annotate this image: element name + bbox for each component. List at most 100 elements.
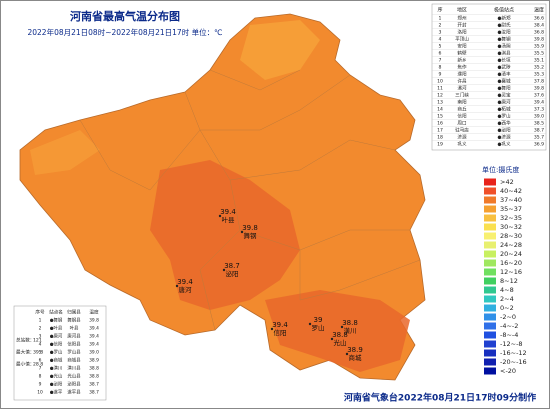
table-header: 序 bbox=[437, 7, 442, 14]
station-dot bbox=[270, 327, 274, 331]
legend-label: <-20 bbox=[500, 367, 516, 375]
table-cell: 36.6 bbox=[534, 16, 544, 22]
table-cell: 35.7 bbox=[534, 135, 544, 141]
legend-swatch bbox=[484, 259, 496, 267]
table-cell: 16 bbox=[437, 121, 443, 127]
station-dot bbox=[308, 322, 312, 326]
stat-label: 总站数： bbox=[16, 337, 34, 344]
station-value: 38.9 bbox=[347, 346, 363, 354]
table-cell: ●新郑 bbox=[497, 15, 511, 22]
stat-value: 39.8 bbox=[33, 350, 43, 356]
legend-swatch bbox=[484, 295, 496, 303]
summary-cell: 舞钢县 bbox=[67, 317, 81, 324]
table-cell: 洛阳 bbox=[457, 29, 467, 36]
legend-label: 2~4 bbox=[500, 295, 514, 303]
table-cell: ●襄城 bbox=[497, 78, 511, 85]
summary-cell: ●唐河 bbox=[50, 333, 63, 340]
table-cell: ●汝阳 bbox=[497, 29, 511, 36]
table-cell: ●舞阳 bbox=[497, 85, 511, 92]
table-cell: ●柘城 bbox=[497, 106, 511, 113]
legend-label: 20~24 bbox=[500, 250, 522, 258]
table-cell: 濮阳 bbox=[457, 71, 467, 78]
legend-label: -16~-12 bbox=[500, 349, 527, 357]
table-cell: 17 bbox=[437, 128, 443, 134]
summary-cell: 38.8 bbox=[89, 366, 99, 372]
legend-label: -12~-8 bbox=[500, 340, 523, 348]
summary-cell: 罗山县 bbox=[67, 349, 81, 356]
legend-swatch bbox=[484, 313, 496, 321]
legend-swatch bbox=[484, 349, 496, 357]
station-name: 舞钢 bbox=[244, 231, 258, 240]
station-name: 泌阳 bbox=[226, 269, 239, 278]
table-cell: 5 bbox=[439, 44, 442, 50]
table-header: 地区 bbox=[457, 7, 467, 14]
legend-swatch bbox=[484, 322, 496, 330]
table-cell: 35.2 bbox=[534, 65, 544, 71]
table-cell: 15 bbox=[437, 114, 443, 120]
summary-cell: ●信阳 bbox=[50, 341, 63, 348]
boundaries bbox=[79, 69, 421, 331]
table-cell: 1 bbox=[439, 16, 442, 22]
table-cell: 38.7 bbox=[534, 128, 544, 134]
summary-box bbox=[13, 305, 107, 401]
table-cell: 周口 bbox=[457, 121, 467, 127]
legend-label: 16~20 bbox=[500, 259, 522, 267]
summary-cell: 遂平县 bbox=[67, 389, 81, 396]
table-cell: 38.4 bbox=[534, 23, 544, 29]
hot-zone-south bbox=[265, 290, 410, 372]
summary-cell: 4 bbox=[39, 342, 42, 348]
table-cell: 6 bbox=[439, 51, 442, 57]
table-cell: 南阳 bbox=[457, 99, 467, 106]
table-header: 极值站点 bbox=[494, 7, 514, 14]
legend-label: 12~16 bbox=[500, 268, 522, 276]
station-value: 39 bbox=[314, 316, 323, 324]
table-cell: 18 bbox=[437, 135, 443, 141]
summary-cell: 8 bbox=[39, 374, 42, 380]
summary-cell: 10 bbox=[37, 390, 43, 396]
station-dot bbox=[175, 284, 179, 288]
station-value: 39.4 bbox=[220, 208, 236, 216]
table-cell: 7 bbox=[439, 58, 442, 64]
table-cell: ●灵宝 bbox=[497, 92, 511, 99]
table-cell: 35.1 bbox=[534, 58, 544, 64]
summary-cell: 1 bbox=[39, 318, 42, 324]
table-cell: 漯河 bbox=[457, 85, 467, 92]
summary-cell: 9 bbox=[39, 382, 42, 388]
table-cell: ●巩义 bbox=[497, 142, 511, 148]
station-name: 光山 bbox=[334, 338, 347, 347]
legend-label: -20~-16 bbox=[500, 358, 527, 366]
table-cell: ●罗山 bbox=[497, 113, 511, 120]
table-cell: 14 bbox=[437, 107, 443, 113]
stat-value: 121 bbox=[33, 338, 42, 344]
table-cell: ●清丰 bbox=[497, 71, 511, 78]
legend-swatch bbox=[484, 277, 496, 285]
table-cell: 鹤壁 bbox=[457, 50, 467, 57]
summary-cell: 38.7 bbox=[89, 390, 99, 396]
table-header: 温度 bbox=[534, 7, 544, 14]
legend-swatch bbox=[484, 187, 496, 195]
legend-swatch bbox=[484, 286, 496, 294]
table-cell: 4 bbox=[439, 37, 442, 43]
table-cell: 8 bbox=[439, 65, 442, 71]
table-cell: ●武陟 bbox=[497, 64, 511, 71]
station-name: 罗山 bbox=[312, 323, 325, 332]
summary-cell: 2 bbox=[39, 326, 42, 332]
table-cell: 9 bbox=[439, 72, 442, 78]
table-cell: 焦作 bbox=[457, 64, 467, 71]
table-cell: 13 bbox=[437, 100, 443, 106]
legend-label: 4~8 bbox=[500, 286, 514, 294]
table-cell: 信阳 bbox=[457, 113, 467, 120]
summary-header: 序号 bbox=[35, 309, 45, 316]
title: 河南省最高气温分布图 bbox=[70, 9, 180, 23]
summary-cell: 38.7 bbox=[89, 382, 99, 388]
legend-swatch bbox=[484, 268, 496, 276]
station-name: 商城 bbox=[349, 353, 363, 362]
summary-cell: ●商城 bbox=[50, 357, 63, 364]
station-dot bbox=[330, 337, 334, 341]
summary-header: 站点名 bbox=[49, 309, 63, 316]
summary-cell: 商城县 bbox=[67, 357, 81, 364]
summary-cell: ●舞钢 bbox=[50, 317, 63, 324]
legend-swatch bbox=[484, 205, 496, 213]
table-cell: 巩义 bbox=[457, 142, 467, 148]
table-cell: 35.9 bbox=[534, 44, 544, 50]
